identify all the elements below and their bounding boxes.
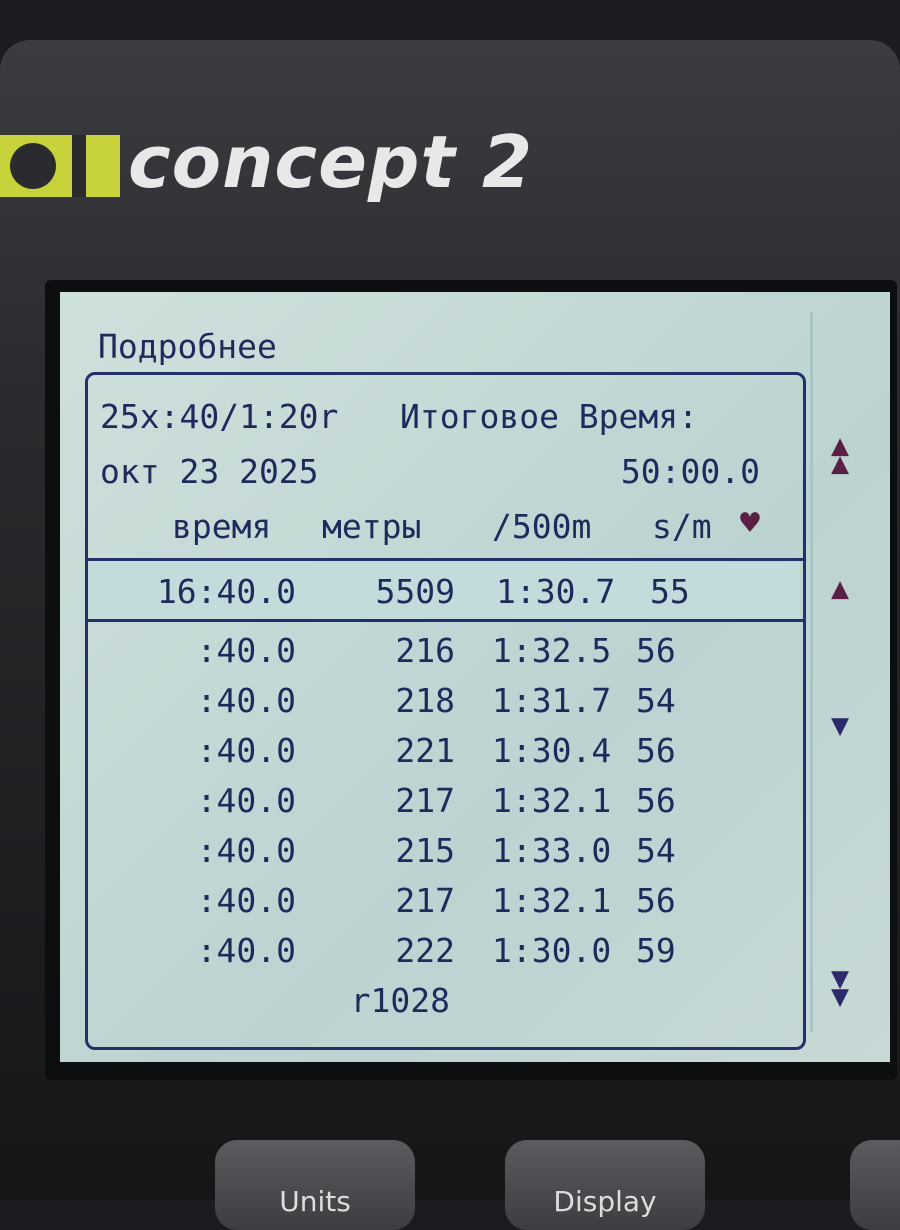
interval-pace: 1:31.7 [492,681,612,720]
total-time-label: Итоговое Время: [400,397,699,436]
summary-meters: 5509 [375,572,455,611]
col-meters-header: метры [322,507,422,546]
interval-meters: 217 [395,881,455,920]
rest-meters: r1028 [350,981,450,1020]
interval-pace: 1:32.5 [492,631,612,670]
col-time-header: время [172,507,272,546]
interval-spm: 56 [636,631,676,670]
interval-pace: 1:30.0 [492,931,612,970]
total-time-value: 50:00.0 [620,452,760,491]
interval-time: :40.0 [196,881,296,920]
workout-date: окт 23 2025 [100,452,319,491]
interval-pace: 1:30.4 [492,731,612,770]
summary-divider [85,619,803,622]
interval-spm: 56 [636,881,676,920]
header-divider [85,558,803,561]
summary-pace: 1:30.7 [496,572,616,611]
scroll-up-icon[interactable]: ▲ [830,571,850,606]
interval-meters: 221 [395,731,455,770]
interval-time: :40.0 [196,731,296,770]
interval-spm: 54 [636,681,676,720]
summary-row-highlight [88,562,800,620]
screen-title: Подробнее [98,327,277,366]
interval-spm: 59 [636,931,676,970]
units-button[interactable]: Units [215,1140,415,1230]
summary-spm: 55 [650,572,690,611]
interval-meters: 215 [395,831,455,870]
interval-meters: 217 [395,781,455,820]
interval-spm: 56 [636,731,676,770]
interval-time: :40.0 [196,831,296,870]
next-button[interactable] [850,1140,900,1230]
interval-meters: 218 [395,681,455,720]
brand-logo: concept 2 [128,120,534,204]
scrollbar-track[interactable] [810,312,813,1032]
interval-meters: 216 [395,631,455,670]
lcd-screen: Подробнее 25x:40/1:20r Итоговое Время: о… [60,292,890,1062]
workout-description: 25x:40/1:20r [100,397,339,436]
interval-spm: 56 [636,781,676,820]
interval-pace: 1:33.0 [492,831,612,870]
concept2-logo-mark [0,135,120,197]
heart-icon: ♥ [740,503,760,542]
interval-pace: 1:32.1 [492,781,612,820]
interval-time: :40.0 [196,631,296,670]
col-pace-header: /500m [492,507,592,546]
interval-time: :40.0 [196,681,296,720]
interval-pace: 1:32.1 [492,881,612,920]
page-up-icon[interactable]: ▲ ▲ [830,428,850,481]
col-spm-header: s/m [652,507,712,546]
interval-time: :40.0 [196,781,296,820]
interval-time: :40.0 [196,931,296,970]
summary-time: 16:40.0 [156,572,296,611]
interval-spm: 54 [636,831,676,870]
details-box [85,372,806,1050]
page-down-icon[interactable]: ▼ ▼ [830,961,850,1014]
display-button[interactable]: Display [505,1140,705,1230]
interval-meters: 222 [395,931,455,970]
scroll-down-icon[interactable]: ▼ [830,708,850,743]
